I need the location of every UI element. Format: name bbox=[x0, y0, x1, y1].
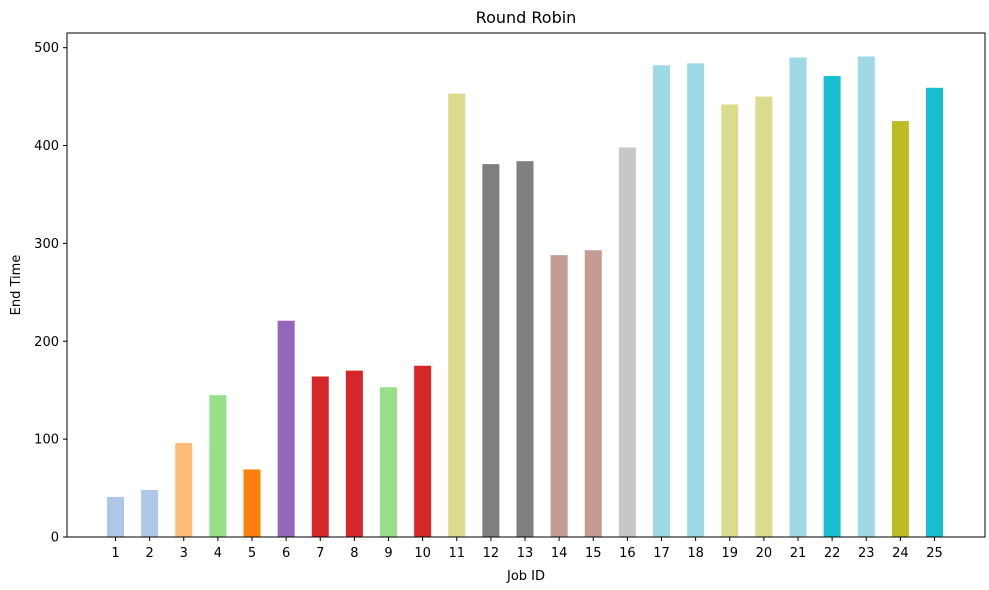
x-tick-label: 7 bbox=[316, 546, 324, 561]
y-tick-label: 0 bbox=[51, 531, 59, 546]
y-tick-label: 500 bbox=[34, 41, 59, 56]
bar-job-17 bbox=[653, 65, 670, 538]
y-tick-label: 100 bbox=[34, 433, 59, 448]
x-tick-label: 24 bbox=[892, 546, 909, 561]
bar-job-20 bbox=[755, 96, 773, 538]
x-tick-label: 15 bbox=[585, 546, 602, 561]
bar-job-5 bbox=[243, 469, 261, 537]
x-tick-label: 8 bbox=[350, 546, 358, 561]
y-tick-label: 300 bbox=[34, 237, 59, 252]
x-tick-label: 6 bbox=[282, 546, 290, 561]
bar-job-19 bbox=[721, 104, 739, 537]
x-tick-label: 12 bbox=[483, 546, 500, 561]
plot-frame bbox=[66, 32, 986, 538]
x-tick-label: 11 bbox=[448, 546, 465, 561]
y-axis: 0 100 200 300 400 500 bbox=[34, 41, 67, 546]
bar-job-16 bbox=[618, 147, 636, 537]
x-tick-label: 19 bbox=[721, 546, 738, 561]
x-tick-label: 3 bbox=[180, 546, 188, 561]
x-tick-label: 17 bbox=[653, 546, 670, 561]
bar-job-21 bbox=[789, 57, 807, 537]
bar-job-10 bbox=[414, 365, 432, 537]
y-axis-label: End Time bbox=[9, 255, 24, 316]
bar-job-6 bbox=[277, 320, 295, 537]
bar-job-2 bbox=[141, 490, 159, 537]
x-tick-label: 21 bbox=[790, 546, 807, 561]
bar-job-22 bbox=[823, 76, 841, 537]
y-tick-label: 200 bbox=[34, 335, 59, 350]
x-tick-label: 16 bbox=[619, 546, 636, 561]
bar-job-15 bbox=[584, 250, 602, 537]
bar-job-8 bbox=[345, 370, 363, 537]
bars-group bbox=[107, 56, 943, 538]
x-axis-label: Job ID bbox=[506, 569, 545, 584]
bar-job-18 bbox=[687, 63, 705, 538]
bar-job-9 bbox=[380, 387, 397, 537]
bar-job-23 bbox=[857, 56, 875, 538]
bar-job-7 bbox=[311, 376, 329, 537]
bar-job-25 bbox=[926, 87, 943, 538]
bar-job-3 bbox=[175, 443, 193, 537]
x-tick-label: 20 bbox=[756, 546, 773, 561]
bar-job-11 bbox=[448, 93, 466, 538]
y-tick-label: 400 bbox=[34, 139, 59, 154]
bar-job-14 bbox=[550, 255, 568, 537]
bar-job-1 bbox=[107, 496, 124, 537]
x-tick-label: 5 bbox=[248, 546, 256, 561]
x-tick-label: 23 bbox=[858, 546, 875, 561]
x-tick-label: 22 bbox=[824, 546, 841, 561]
bar-job-12 bbox=[482, 164, 500, 537]
bar-job-24 bbox=[891, 121, 909, 537]
bar-job-13 bbox=[516, 161, 534, 537]
x-tick-label: 10 bbox=[414, 546, 431, 561]
bar-job-4 bbox=[209, 395, 227, 537]
x-tick-label: 9 bbox=[384, 546, 392, 561]
x-tick-label: 1 bbox=[111, 546, 119, 561]
x-tick-label: 4 bbox=[214, 546, 222, 561]
x-tick-label: 14 bbox=[551, 546, 568, 561]
x-tick-label: 13 bbox=[517, 546, 534, 561]
x-tick-label: 25 bbox=[926, 546, 943, 561]
x-axis: 1 2 3 4 5 6 7 8 9 10 11 12 13 14 15 16 17 18 19 20 21 22 23 24 2… bbox=[111, 537, 943, 561]
x-tick-label: 2 bbox=[145, 546, 153, 561]
chart-title: Round Robin bbox=[476, 8, 577, 27]
x-tick-label: 18 bbox=[687, 546, 704, 561]
